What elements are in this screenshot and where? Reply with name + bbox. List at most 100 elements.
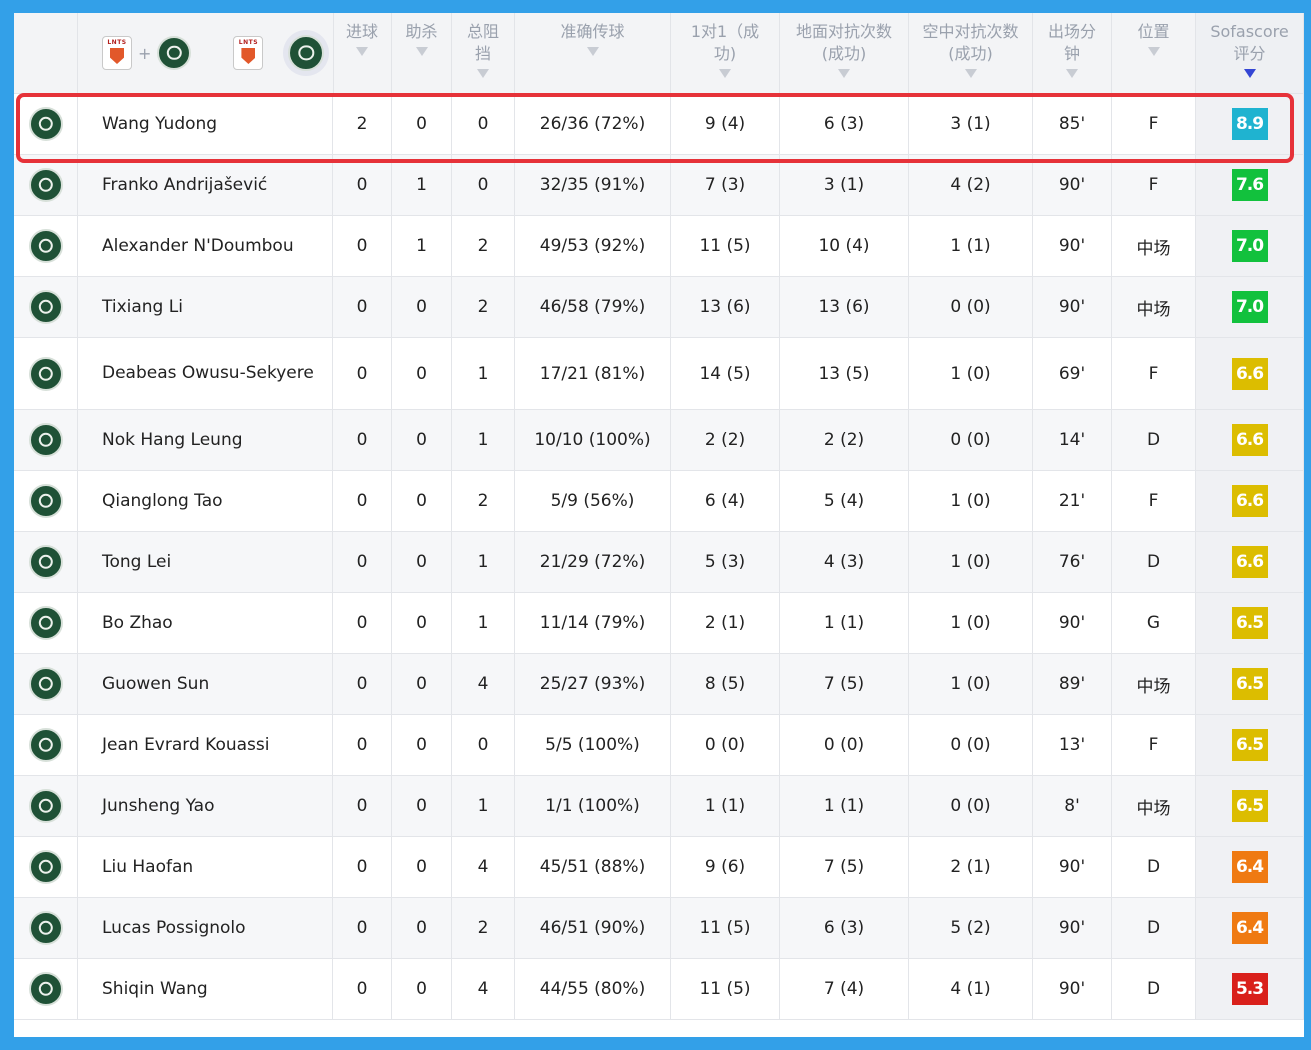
cell-goals: 0 [333,532,392,592]
team-crest-icon [28,484,63,518]
cell-ground: 10 (4) [780,216,909,276]
cell-minutes: 90' [1033,593,1112,653]
sort-icon[interactable] [964,69,977,78]
header-assists[interactable]: 助杀 [392,13,452,93]
cell-blocks: 0 [452,155,515,215]
team-b-filter-selected[interactable] [283,30,330,76]
player-name[interactable]: Shiqin Wang [78,959,333,1019]
cell-aerial: 1 (1) [909,216,1033,276]
player-name[interactable]: Franko Andrijašević [78,155,333,215]
cell-passes: 10/10 (100%) [515,410,671,470]
rating-badge: 7.0 [1231,230,1268,262]
table-row[interactable]: Wang Yudong 2 0 0 26/36 (72%) 9 (4) 6 (3) 3 (1)… [14,94,1304,155]
cell-position: 中场 [1112,654,1196,714]
player-crest-cell [14,898,78,958]
header-rating[interactable]: Sofascore 评分 [1196,13,1304,93]
table-row[interactable]: Jean Evrard Kouassi 0 0 0 5/5 (100%) 0 (0) 0 (… [14,715,1304,776]
team-crest-icon [28,728,63,762]
cell-minutes: 90' [1033,959,1112,1019]
sort-icon[interactable] [477,69,489,78]
cell-passes: 17/21 (81%) [515,338,671,409]
cell-ground: 1 (1) [780,776,909,836]
player-crest-cell [14,959,78,1019]
player-name[interactable]: Lucas Possignolo [78,898,333,958]
cell-blocks: 4 [452,654,515,714]
team-crest-icon [28,667,63,701]
cell-blocks: 4 [452,837,515,897]
table-row[interactable]: Deabeas Owusu-Sekyere 0 0 1 17/21 (81%) 14 (5… [14,338,1304,410]
player-name[interactable]: Guowen Sun [78,654,333,714]
rating-badge: 6.5 [1231,790,1268,822]
table-row[interactable]: Tixiang Li 0 0 2 46/58 (79%) 13 (6) 13 (6) 0 (0… [14,277,1304,338]
team-a-badge-icon[interactable]: LNTS [102,36,132,70]
cell-ground: 0 (0) [780,715,909,775]
sort-icon[interactable] [719,69,731,78]
table-row[interactable]: Tong Lei 0 0 1 21/29 (72%) 5 (3) 4 (3) 1 (0) 76'… [14,532,1304,593]
player-name[interactable]: Bo Zhao [78,593,333,653]
table-row[interactable]: Shiqin Wang 0 0 4 44/55 (80%) 11 (5) 7 (4) 4 (1… [14,959,1304,1020]
player-name[interactable]: Wang Yudong [78,94,333,154]
cell-position: D [1112,898,1196,958]
header-minutes[interactable]: 出场分 钟 [1033,13,1112,93]
cell-goals: 0 [333,898,392,958]
sort-desc-icon[interactable] [1243,69,1256,78]
player-name[interactable]: Liu Haofan [78,837,333,897]
player-name[interactable]: Junsheng Yao [78,776,333,836]
cell-minutes: 90' [1033,837,1112,897]
header-position[interactable]: 位置 [1112,13,1196,93]
cell-blocks: 1 [452,410,515,470]
rating-cell: 6.5 [1196,776,1304,836]
cell-goals: 0 [333,216,392,276]
sort-icon[interactable] [1147,47,1160,56]
cell-goals: 0 [333,959,392,1019]
player-name[interactable]: Tong Lei [78,532,333,592]
table-row[interactable]: Liu Haofan 0 0 4 45/51 (88%) 9 (6) 7 (5) 2 (1) 9… [14,837,1304,898]
cell-ground: 3 (1) [780,155,909,215]
header-assists-label: 助杀 [405,22,438,41]
cell-ground: 7 (5) [780,654,909,714]
sort-icon[interactable] [356,47,368,56]
player-name[interactable]: Jean Evrard Kouassi [78,715,333,775]
header-duels[interactable]: 1对1（成 功) [671,13,780,93]
rating-badge: 8.9 [1231,108,1268,140]
header-passes[interactable]: 准确传球 [515,13,671,93]
player-name[interactable]: Deabeas Owusu-Sekyere [78,338,333,409]
header-aerial[interactable]: 空中对抗次数 (成功) [909,13,1033,93]
sort-icon[interactable] [415,47,428,56]
header-blocks[interactable]: 总阻 挡 [452,13,515,93]
header-goals-label: 进球 [345,22,378,41]
player-name[interactable]: Tixiang Li [78,277,333,337]
header-ground[interactable]: 地面对抗次数 (成功) [780,13,909,93]
table-row[interactable]: Qianglong Tao 0 0 2 5/9 (56%) 6 (4) 5 (4) 1 (0)… [14,471,1304,532]
table-row[interactable]: Guowen Sun 0 0 4 25/27 (93%) 8 (5) 7 (5) 1 (0) 8… [14,654,1304,715]
player-name[interactable]: Qianglong Tao [78,471,333,531]
cell-aerial: 0 (0) [909,277,1033,337]
cell-aerial: 3 (1) [909,94,1033,154]
cell-position: 中场 [1112,216,1196,276]
header-goals[interactable]: 进球 [333,13,392,93]
cell-position: 中场 [1112,776,1196,836]
rating-badge: 5.3 [1231,973,1268,1005]
cell-duels: 11 (5) [671,959,780,1019]
table-row[interactable]: Bo Zhao 0 0 1 11/14 (79%) 2 (1) 1 (1) 1 (0) 90' G… [14,593,1304,654]
cell-blocks: 2 [452,216,515,276]
table-row[interactable]: Nok Hang Leung 0 0 1 10/10 (100%) 2 (2) 2 (2) 0… [14,410,1304,471]
table-row[interactable]: Lucas Possignolo 0 0 2 46/51 (90%) 11 (5) 6 (3… [14,898,1304,959]
cell-goals: 0 [333,593,392,653]
player-name[interactable]: Alexander N'Doumbou [78,216,333,276]
cell-goals: 0 [333,277,392,337]
cell-blocks: 2 [452,277,515,337]
player-crest-cell [14,532,78,592]
cell-aerial: 0 (0) [909,715,1033,775]
table-row[interactable]: Franko Andrijašević 0 1 0 32/35 (91%) 7 (3) 3 … [14,155,1304,216]
cell-minutes: 69' [1033,338,1112,409]
team-b-crest-icon[interactable] [157,36,192,70]
sort-icon[interactable] [586,47,599,56]
sort-icon[interactable] [838,69,850,78]
player-name[interactable]: Nok Hang Leung [78,410,333,470]
team-crest-icon [28,972,63,1006]
table-row[interactable]: Alexander N'Doumbou 0 1 2 49/53 (92%) 11 (5) 1… [14,216,1304,277]
team-a-filter-icon[interactable]: LNTS [233,36,264,70]
table-row[interactable]: Junsheng Yao 0 0 1 1/1 (100%) 1 (1) 1 (1) 0 (0)… [14,776,1304,837]
sort-icon[interactable] [1066,69,1078,78]
